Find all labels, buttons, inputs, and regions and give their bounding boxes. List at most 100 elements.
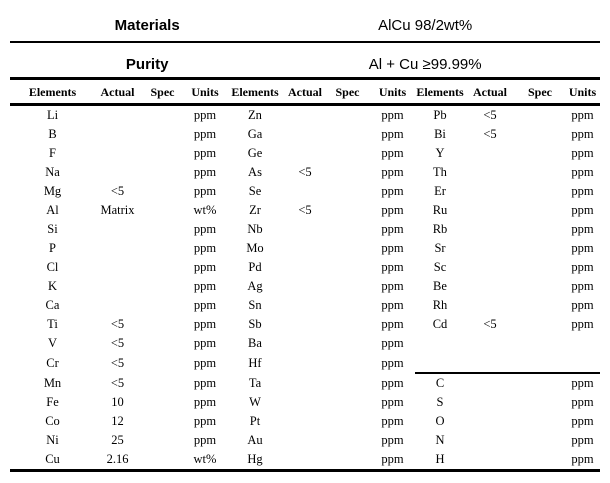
units-value: ppm [193, 146, 217, 161]
actual-value: 10 [111, 395, 124, 410]
actual-value [95, 296, 140, 315]
element-symbol: Zr [249, 203, 261, 218]
element-symbol: Ge [247, 146, 263, 161]
actual-value: <5 [110, 184, 125, 199]
element-symbol: Hg [225, 450, 285, 472]
units-value: ppm [381, 127, 404, 142]
units-value: wt% [193, 203, 217, 218]
spec-value [325, 412, 370, 431]
element-symbol: Er [434, 184, 446, 199]
spec-value [325, 220, 370, 239]
element-symbol: Se [248, 184, 262, 199]
units-value: ppm [381, 414, 404, 429]
actual-value [285, 182, 325, 201]
units-value: ppm [571, 414, 594, 429]
spec-value [515, 220, 565, 239]
spec-value [140, 412, 185, 431]
units-value: ppm [571, 395, 594, 410]
actual-value: 12 [111, 414, 124, 429]
spec-value [140, 163, 185, 182]
actual-value: <5 [298, 165, 312, 180]
element-symbol [415, 353, 465, 373]
column-header-actual: Actual [465, 80, 515, 106]
actual-value [465, 450, 515, 472]
spec-value [140, 105, 185, 126]
element-symbol: As [248, 165, 262, 180]
spec-value [325, 239, 370, 258]
units-value: ppm [381, 298, 404, 313]
spec-value [515, 182, 565, 201]
actual-value [465, 431, 515, 450]
element-symbol: V [47, 336, 58, 351]
actual-value [465, 220, 515, 239]
units-value: ppm [193, 222, 217, 237]
actual-value: <5 [483, 127, 497, 142]
column-header-units: Units [370, 80, 415, 106]
actual-value [285, 412, 325, 431]
units-value: ppm [571, 298, 594, 313]
units-value: ppm [571, 222, 594, 237]
element-symbol: B [48, 127, 57, 142]
spec-value [325, 258, 370, 277]
units-value: ppm [193, 260, 217, 275]
actual-value [95, 258, 140, 277]
actual-value [285, 393, 325, 412]
element-symbol: P [49, 241, 56, 256]
actual-value [285, 239, 325, 258]
element-symbol: Rh [432, 298, 448, 313]
actual-value [285, 334, 325, 353]
spec-value [325, 277, 370, 296]
actual-value [285, 258, 325, 277]
spec-value [140, 450, 185, 472]
units-value: ppm [571, 260, 594, 275]
table-row: Si ppm Nb ppm Rb ppm [10, 220, 600, 239]
units-value: ppm [571, 127, 594, 142]
actual-value [285, 296, 325, 315]
element-symbol: Ba [248, 336, 262, 351]
element-symbol: Ta [248, 375, 262, 390]
element-symbol: Mg [43, 184, 62, 199]
actual-value [285, 220, 325, 239]
element-symbol [415, 334, 465, 353]
spec-value [325, 334, 370, 353]
actual-value: <5 [483, 108, 497, 123]
units-value: wt% [185, 450, 225, 472]
table-row: Na ppm As <5 ppm Th ppm [10, 163, 600, 182]
units-value: ppm [193, 375, 217, 390]
actual-value: <5 [110, 375, 125, 390]
spec-value [515, 105, 565, 126]
units-value: ppm [381, 108, 404, 123]
actual-value [95, 125, 140, 144]
spec-value [140, 277, 185, 296]
units-value: ppm [381, 165, 404, 180]
element-symbol: F [49, 146, 56, 161]
spec-value [325, 163, 370, 182]
element-symbol: Sr [434, 241, 446, 256]
element-symbol: O [435, 414, 445, 429]
element-symbol: Au [247, 433, 263, 448]
element-symbol: W [249, 395, 261, 410]
element-symbol: Sn [248, 298, 262, 313]
units-value: ppm [381, 355, 404, 370]
units-value: ppm [193, 298, 217, 313]
actual-value [465, 144, 515, 163]
column-header-spec: Spec [515, 80, 565, 106]
column-header-spec: Spec [325, 80, 370, 106]
element-symbol: Ru [432, 203, 448, 218]
element-symbol: Ca [45, 298, 60, 313]
actual-value: <5 [110, 336, 125, 351]
spec-value [140, 353, 185, 373]
spec-value [325, 450, 370, 472]
element-symbol: K [47, 279, 58, 294]
actual-value [285, 450, 325, 472]
units-value: ppm [571, 317, 594, 332]
actual-value [285, 373, 325, 393]
units-value: ppm [381, 395, 404, 410]
actual-value [465, 334, 515, 353]
spec-value [515, 412, 565, 431]
actual-value [465, 412, 515, 431]
